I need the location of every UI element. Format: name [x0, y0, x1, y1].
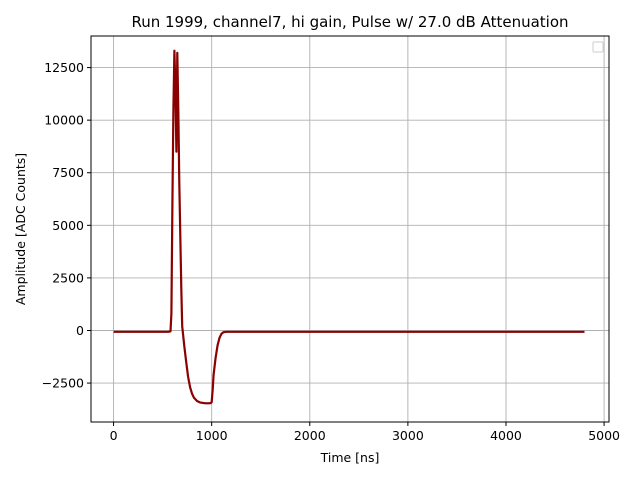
y-axis-ticks: −2500 0 2500 5000 7500 10000 12500: [42, 60, 91, 391]
y-tick-label: 5000: [52, 218, 84, 233]
x-axis-ticks: 0 1000 2000 3000 4000 5000: [110, 422, 620, 443]
y-axis-label: Amplitude [ADC Counts]: [13, 153, 28, 305]
y-tick-label: 12500: [44, 60, 84, 75]
x-tick-label: 3000: [392, 428, 424, 443]
x-tick-label: 5000: [588, 428, 620, 443]
legend-box: [592, 41, 604, 53]
x-tick-label: 2000: [294, 428, 326, 443]
chart-title: Run 1999, channel7, hi gain, Pulse w/ 27…: [131, 13, 568, 31]
x-tick-label: 0: [110, 428, 118, 443]
plot-area: [113, 49, 585, 405]
y-tick-label: −2500: [42, 376, 84, 391]
y-tick-label: 10000: [44, 113, 84, 128]
y-tick-label: 7500: [52, 165, 84, 180]
y-tick-label: 0: [76, 323, 84, 338]
axes-frame: [90, 35, 610, 423]
series-line: [113, 49, 585, 405]
y-tick-label: 2500: [52, 270, 84, 285]
x-axis-label: Time [ns]: [320, 450, 380, 465]
x-tick-label: 1000: [196, 428, 228, 443]
x-tick-label: 4000: [490, 428, 522, 443]
